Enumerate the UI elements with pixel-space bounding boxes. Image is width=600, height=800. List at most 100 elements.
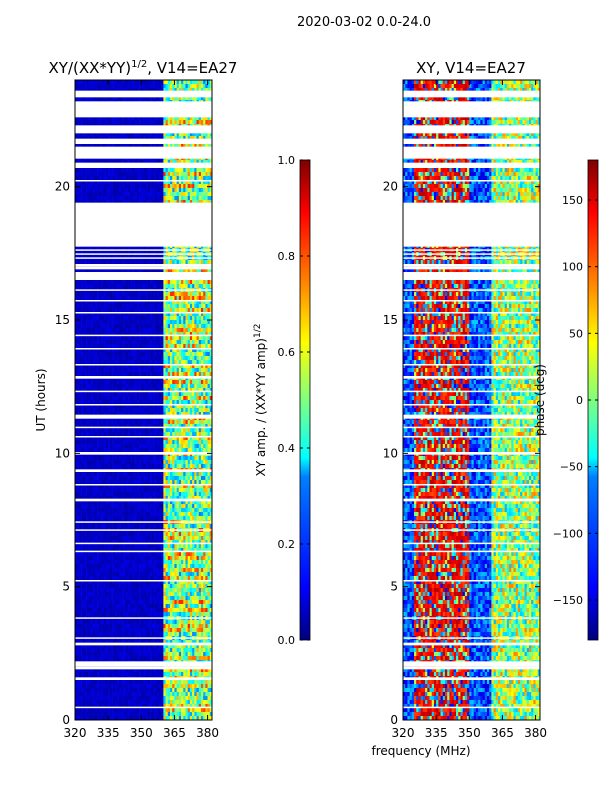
heatmap-cell xyxy=(132,84,135,89)
heatmap-cell xyxy=(119,344,122,349)
heatmap-cell xyxy=(88,176,91,181)
heatmap-cell xyxy=(103,180,107,185)
heatmap-cell xyxy=(81,132,85,137)
heatmap-cell xyxy=(112,88,116,93)
heatmap-cell xyxy=(136,324,140,329)
heatmap-cell xyxy=(130,344,133,349)
heatmap-cell xyxy=(128,380,131,385)
heatmap-cell xyxy=(141,344,144,349)
heatmap-cell xyxy=(83,380,87,385)
heatmap-cell xyxy=(187,180,191,185)
heatmap-cell xyxy=(167,120,171,125)
heatmap-cell xyxy=(196,332,200,337)
heatmap-cell xyxy=(110,304,113,309)
heatmap-cell xyxy=(165,176,169,181)
heatmap-cell xyxy=(198,176,202,181)
heatmap-cell xyxy=(172,300,175,305)
heatmap-cell xyxy=(105,320,109,325)
heatmap-cell xyxy=(205,300,208,305)
heatmap-cell xyxy=(141,356,144,361)
heatmap-cell xyxy=(86,184,89,189)
heatmap-cell xyxy=(97,192,100,197)
heatmap-cell xyxy=(189,296,193,301)
heatmap-cell xyxy=(170,180,173,185)
heatmap-cell xyxy=(112,384,116,389)
heatmap-cell xyxy=(141,168,144,173)
heatmap-cell xyxy=(192,284,195,289)
heatmap-cell xyxy=(101,388,105,393)
heatmap-cell xyxy=(167,96,171,101)
heatmap-cell xyxy=(189,368,193,373)
heatmap-cell xyxy=(136,184,140,189)
heatmap-cell xyxy=(187,364,191,369)
heatmap-cell xyxy=(152,388,155,393)
heatmap-cell xyxy=(207,360,211,365)
heatmap-cell xyxy=(181,80,184,85)
heatmap-cell xyxy=(209,340,212,345)
heatmap-cell xyxy=(181,168,184,173)
heatmap-cell xyxy=(143,352,147,357)
heatmap-cell xyxy=(181,344,184,349)
heatmap-cell xyxy=(92,188,96,193)
heatmap-cell xyxy=(174,280,177,285)
heatmap-cell xyxy=(198,132,202,137)
heatmap-cell xyxy=(101,268,105,273)
heatmap-cell xyxy=(145,312,149,317)
heatmap-cell xyxy=(205,320,208,325)
heatmap-cell xyxy=(181,160,184,165)
heatmap-cell xyxy=(196,280,200,285)
heatmap-cell xyxy=(170,368,173,373)
heatmap-cell xyxy=(154,392,158,397)
heatmap-cell xyxy=(116,320,120,325)
heatmap-cell xyxy=(152,320,155,325)
heatmap-cell xyxy=(165,384,169,389)
heatmap-cell xyxy=(79,344,82,349)
heatmap-cell xyxy=(145,344,149,349)
heatmap-cell xyxy=(99,84,102,89)
heatmap-cell xyxy=(156,324,160,329)
heatmap-cell xyxy=(125,132,129,137)
heatmap-cell xyxy=(141,120,144,125)
heatmap-cell xyxy=(108,328,111,333)
heatmap-cell xyxy=(121,384,124,389)
heatmap-cell xyxy=(139,84,142,89)
heatmap-cell xyxy=(189,356,193,361)
heatmap-cell xyxy=(147,360,151,365)
heatmap-cell xyxy=(108,352,111,357)
heatmap-cell xyxy=(165,380,169,385)
heatmap-cell xyxy=(88,284,91,289)
heatmap-cell xyxy=(77,172,80,177)
heatmap-cell xyxy=(143,316,147,321)
heatmap-cell xyxy=(172,120,175,125)
heatmap-cell xyxy=(105,96,109,101)
heatmap-cell xyxy=(185,356,188,361)
heatmap-cell xyxy=(114,320,118,325)
heatmap-cell xyxy=(209,268,212,273)
heatmap-cell xyxy=(152,160,155,165)
heatmap-cell xyxy=(205,120,208,125)
heatmap-cell xyxy=(103,340,107,345)
heatmap-cell xyxy=(99,344,102,349)
heatmap-cell xyxy=(181,280,184,285)
heatmap-cell xyxy=(128,184,131,189)
heatmap-cell xyxy=(176,136,180,141)
heatmap-cell xyxy=(130,180,133,185)
heatmap-cell xyxy=(79,384,82,389)
heatmap-cell xyxy=(156,364,160,369)
heatmap-cell xyxy=(207,296,211,301)
heatmap-cell xyxy=(207,380,211,385)
heatmap-cell xyxy=(185,144,188,149)
heatmap-cell xyxy=(75,312,78,317)
heatmap-cell xyxy=(152,384,155,389)
heatmap-cell xyxy=(92,312,96,317)
heatmap-cell xyxy=(103,368,107,373)
heatmap-cell xyxy=(192,372,195,377)
heatmap-cell xyxy=(114,324,118,329)
heatmap-cell xyxy=(192,296,195,301)
heatmap-cell xyxy=(86,308,89,313)
heatmap-cell xyxy=(119,356,122,361)
heatmap-cell xyxy=(172,352,175,357)
heatmap-cell xyxy=(101,336,105,341)
heatmap-cell xyxy=(125,84,129,89)
heatmap-cell xyxy=(105,192,109,197)
